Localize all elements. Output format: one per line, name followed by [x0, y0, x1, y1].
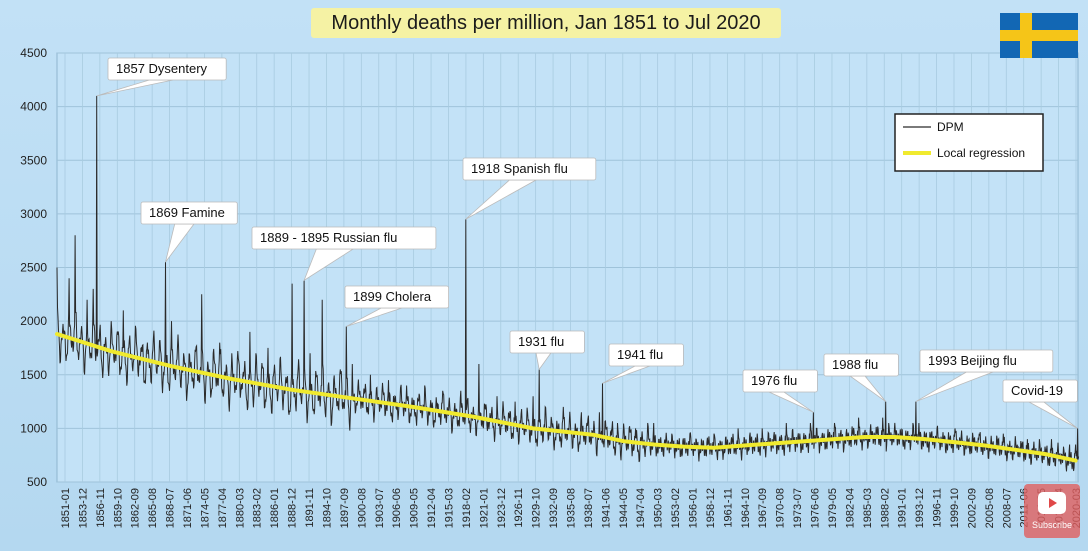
annotation-label: 1976 flu: [751, 373, 797, 388]
x-tick-label: 1877-04: [217, 488, 229, 528]
x-tick-label: 1851-01: [60, 488, 72, 528]
y-tick-label: 4000: [20, 100, 47, 114]
annotation-label: 1988 flu: [832, 357, 878, 372]
x-tick-label: 1973-07: [792, 488, 804, 528]
x-tick-label: 1953-02: [670, 488, 682, 528]
x-tick-label: 1950-03: [653, 488, 665, 528]
annotation-box: [742, 369, 818, 393]
x-tick-label: 1964-10: [740, 488, 752, 528]
x-tick-label: 1991-01: [897, 488, 909, 528]
x-tick-label: 1909-05: [409, 488, 421, 528]
subscribe-label: Subscribe: [1031, 520, 1073, 530]
x-tick-label: 1888-12: [287, 488, 299, 528]
legend-label-regression: Local regression: [937, 146, 1025, 160]
annotation-box: [344, 285, 449, 309]
y-tick-label: 4500: [20, 46, 47, 60]
y-tick-label: 500: [27, 475, 47, 489]
x-tick-label: 1903-07: [374, 488, 386, 528]
x-tick-label: 1996-11: [932, 488, 944, 528]
x-tick-label: 1967-09: [757, 488, 769, 528]
x-tick-label: 1982-04: [844, 488, 856, 528]
x-tick-label: 1947-04: [635, 488, 647, 528]
y-tick-label: 3000: [20, 207, 47, 221]
annotation-label: 1869 Famine: [149, 205, 225, 220]
x-tick-label: 1944-05: [618, 488, 630, 528]
x-tick-label: 1921-01: [478, 488, 490, 528]
x-tick-label: 1897-09: [339, 488, 351, 528]
annotation-box: [107, 57, 227, 81]
chart-title: Monthly deaths per million, Jan 1851 to …: [311, 8, 781, 38]
annotation-label: 1918 Spanish flu: [471, 161, 568, 176]
y-tick-label: 2500: [20, 261, 47, 275]
annotation-box: [1002, 379, 1078, 403]
series-local-regression-line: [55, 332, 1078, 463]
x-tick-label: 1865-08: [147, 488, 159, 528]
x-tick-label: 1900-08: [356, 488, 368, 528]
y-tick-label: 3500: [20, 153, 47, 167]
subscribe-button[interactable]: Subscribe: [1024, 484, 1080, 538]
x-tick-label: 1979-05: [827, 488, 839, 528]
x-tick-label: 1886-01: [269, 488, 281, 528]
x-tick-label: 1988-02: [879, 488, 891, 528]
x-tick-label: 1859-10: [112, 488, 124, 528]
annotation-label: 1993 Beijing flu: [928, 353, 1017, 368]
x-tick-label: 1999-10: [949, 488, 961, 528]
x-tick-label: 1970-08: [775, 488, 787, 528]
annotation-box: [509, 330, 585, 354]
annotation-label: 1931 flu: [518, 334, 564, 349]
annotation-box: [251, 226, 437, 250]
x-tick-label: 1880-03: [234, 488, 246, 528]
y-tick-label: 1000: [20, 421, 47, 435]
x-tick-label: 1938-07: [583, 488, 595, 528]
x-tick-label: 1862-09: [130, 488, 142, 528]
x-tick-label: 1853-12: [77, 488, 89, 528]
sweden-flag-icon: [1000, 13, 1078, 58]
x-tick-label: 1906-06: [391, 488, 403, 528]
x-tick-label: 1883-02: [252, 488, 264, 528]
play-icon: [1038, 492, 1066, 514]
legend-label-dpm: DPM: [937, 120, 964, 134]
x-tick-label: 2005-08: [984, 488, 996, 528]
x-tick-label: 1856-11: [95, 488, 107, 528]
x-tick-label: 1976-06: [810, 488, 822, 528]
annotation-box: [919, 349, 1054, 373]
x-tick-label: 1894-10: [321, 488, 333, 528]
x-tick-label: 1874-05: [199, 488, 211, 528]
x-tick-label: 1961-11: [722, 488, 734, 528]
x-tick-label: 1985-03: [862, 488, 874, 528]
x-tick-label: 1993-12: [914, 488, 926, 528]
annotation-box: [823, 353, 899, 377]
annotation-label: 1941 flu: [617, 347, 663, 362]
annotation-box: [140, 201, 238, 225]
annotation-label: 1889 - 1895 Russian flu: [260, 230, 397, 245]
legend-box: [894, 113, 1044, 172]
x-tick-label: 1912-04: [426, 488, 438, 528]
annotation-label: Covid-19: [1011, 383, 1063, 398]
annotation-label: 1857 Dysentery: [116, 61, 208, 76]
x-tick-label: 1923-12: [496, 488, 508, 528]
y-tick-label: 1500: [20, 368, 47, 382]
annotation-box: [462, 157, 597, 181]
annotation-label: 1899 Cholera: [353, 289, 432, 304]
x-tick-label: 1868-07: [165, 488, 177, 528]
x-tick-label: 1935-08: [566, 488, 578, 528]
x-tick-label: 1926-11: [513, 488, 525, 528]
x-tick-label: 2008-07: [1001, 488, 1013, 528]
x-tick-label: 1891-11: [304, 488, 316, 528]
x-tick-label: 1958-12: [705, 488, 717, 528]
x-tick-label: 1956-01: [688, 488, 700, 528]
x-tick-label: 1871-06: [182, 488, 194, 528]
x-tick-label: 1932-09: [548, 488, 560, 528]
x-tick-label: 1941-06: [600, 488, 612, 528]
y-tick-label: 2000: [20, 314, 47, 328]
x-tick-label: 1929-10: [531, 488, 543, 528]
annotation-box: [608, 343, 684, 367]
x-tick-label: 1915-03: [443, 488, 455, 528]
x-tick-label: 1918-02: [461, 488, 473, 528]
x-tick-label: 2002-09: [966, 488, 978, 528]
